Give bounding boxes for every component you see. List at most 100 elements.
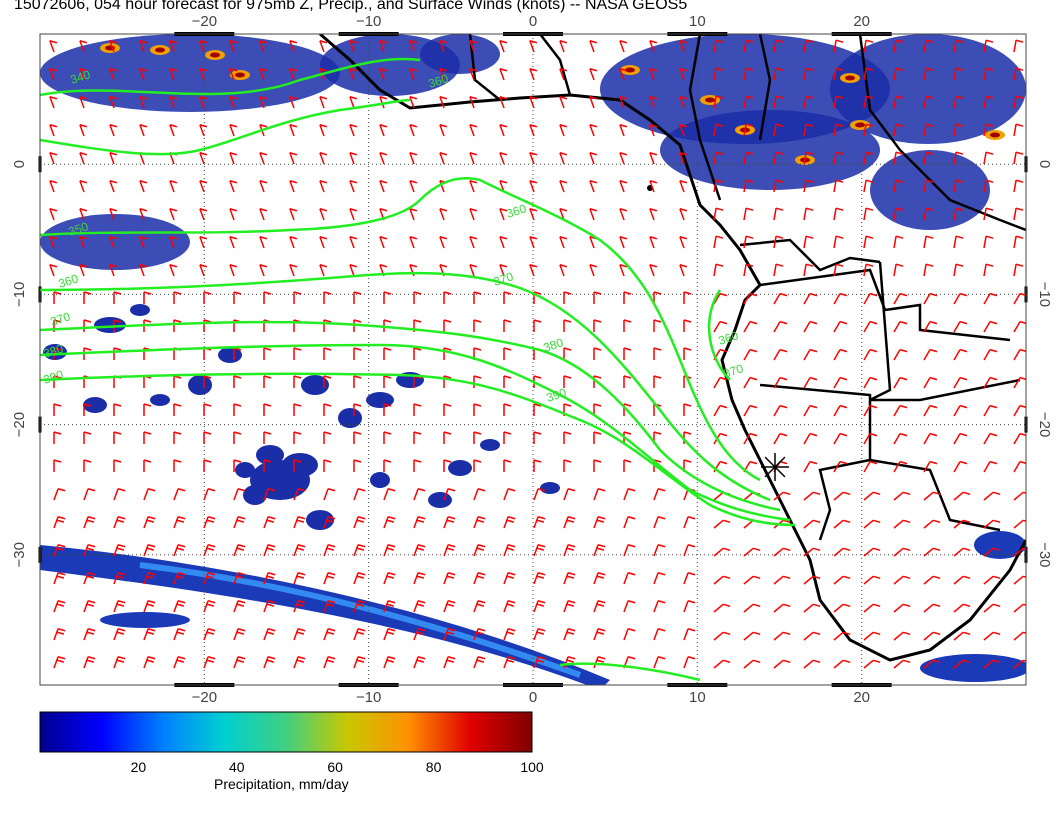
barb-flag xyxy=(443,347,452,351)
barb-flag xyxy=(839,376,848,381)
wind-barb xyxy=(49,40,58,53)
barb-flag xyxy=(1022,659,1026,662)
barb-shaft xyxy=(83,488,89,501)
barb-shaft xyxy=(53,516,59,529)
barb-flag xyxy=(473,291,482,295)
barb-flag xyxy=(533,431,542,435)
wind-barb xyxy=(323,459,332,472)
barb-flag xyxy=(653,347,662,351)
barb-flag xyxy=(56,519,65,523)
barb-flag xyxy=(109,40,118,44)
barb-flag xyxy=(109,96,118,100)
barb-shaft xyxy=(679,40,685,53)
wind-barb xyxy=(259,180,268,193)
wind-barb xyxy=(619,124,628,137)
barb-shaft xyxy=(653,544,659,557)
barb-flag xyxy=(865,207,874,211)
wind-barb xyxy=(289,40,298,53)
barb-flag xyxy=(416,547,425,551)
precip-area xyxy=(420,34,500,74)
wind-barb xyxy=(559,68,568,81)
barb-shaft xyxy=(923,208,927,221)
wind-barb xyxy=(1013,39,1024,53)
wind-barb xyxy=(443,516,456,529)
barb-shaft xyxy=(983,519,994,529)
barb-flag xyxy=(199,124,208,128)
barb-shaft xyxy=(953,461,961,473)
barb-flag xyxy=(895,151,904,155)
barb-flag xyxy=(749,460,758,465)
barb-shaft xyxy=(113,544,119,557)
barb-flag xyxy=(199,40,208,44)
barb-shaft xyxy=(713,180,717,193)
barb-flag xyxy=(439,236,448,240)
wind-barb xyxy=(803,39,814,53)
wind-barb xyxy=(533,403,542,416)
barb-flag xyxy=(537,516,546,520)
barb-shaft xyxy=(773,321,781,333)
barb-flag xyxy=(86,631,95,635)
wind-barb xyxy=(559,124,568,137)
barb-flag xyxy=(267,516,276,520)
wind-barb xyxy=(1013,603,1026,613)
barb-shaft xyxy=(199,208,205,221)
barb-shaft xyxy=(679,264,685,277)
barb-shaft xyxy=(263,628,269,641)
barb-flag xyxy=(619,96,628,100)
barb-flag xyxy=(559,236,568,240)
wind-barb xyxy=(833,320,848,333)
barb-flag xyxy=(116,659,125,663)
barb-shaft xyxy=(559,208,565,221)
wind-barb xyxy=(263,459,272,472)
wind-barb xyxy=(383,431,392,444)
barb-shaft xyxy=(863,491,874,501)
wind-barb xyxy=(983,547,1001,557)
wind-barb xyxy=(139,40,148,53)
barb-flag xyxy=(206,519,215,523)
wind-barb xyxy=(953,151,964,165)
barb-shaft xyxy=(319,40,325,53)
wind-barb xyxy=(53,628,66,641)
barb-flag xyxy=(955,123,964,127)
barb-flag xyxy=(477,516,486,520)
barb-flag xyxy=(409,180,418,184)
wind-barb xyxy=(743,95,754,109)
wind-barb xyxy=(289,152,298,165)
wind-barb xyxy=(743,320,758,333)
barb-shaft xyxy=(953,293,961,305)
barb-shaft xyxy=(803,264,807,277)
wind-barb xyxy=(503,459,512,472)
lat-tick-left: −30 xyxy=(11,542,28,567)
barb-shaft xyxy=(473,544,479,557)
barb-flag xyxy=(447,656,456,660)
barb-shaft xyxy=(953,321,961,333)
barb-shaft xyxy=(259,236,265,249)
wind-barb xyxy=(323,488,336,501)
contour-label: 380 xyxy=(542,335,566,355)
wind-barb xyxy=(533,319,542,332)
barb-shaft xyxy=(503,656,509,669)
barb-flag xyxy=(653,291,662,295)
barb-shaft xyxy=(443,572,449,585)
wind-barb xyxy=(713,404,728,417)
barb-flag xyxy=(327,600,336,604)
barb-shaft xyxy=(439,96,445,109)
barb-flag xyxy=(447,516,456,520)
barb-flag xyxy=(899,320,908,325)
wind-barb xyxy=(559,152,568,165)
barb-flag xyxy=(49,152,58,156)
barb-shaft xyxy=(143,628,149,641)
barb-shaft xyxy=(533,628,539,641)
wind-barb xyxy=(439,40,448,53)
barb-flag xyxy=(379,40,388,44)
barb-flag xyxy=(176,603,185,607)
wind-barb xyxy=(49,96,58,109)
wind-barb xyxy=(803,67,814,81)
barb-shaft xyxy=(923,124,927,137)
barb-flag xyxy=(679,124,688,128)
barb-flag xyxy=(529,96,538,100)
barb-flag xyxy=(236,603,245,607)
wind-barb xyxy=(923,432,938,445)
barb-flag xyxy=(653,319,662,323)
barb-flag xyxy=(326,547,335,551)
